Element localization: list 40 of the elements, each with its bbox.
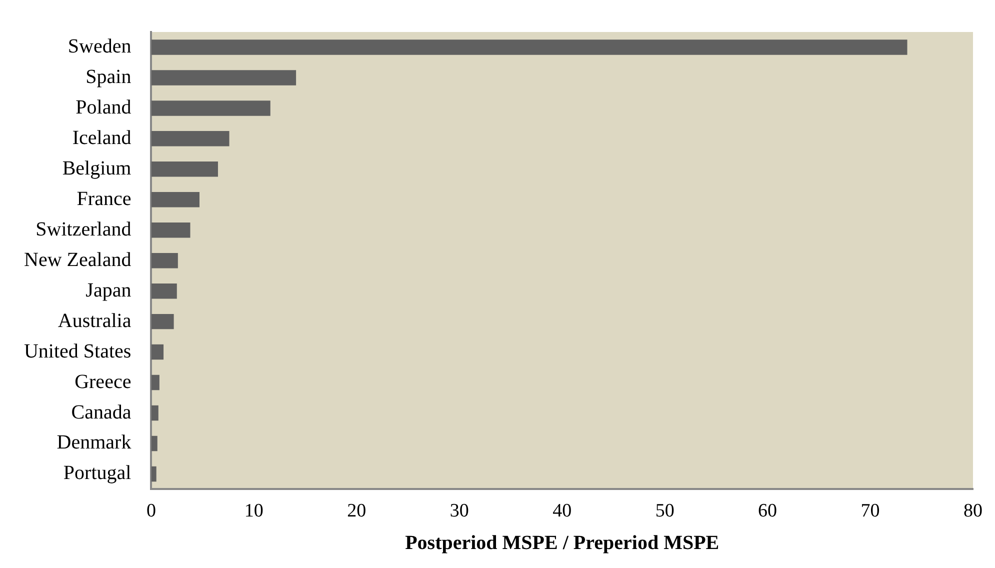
y-tick-label: Spain <box>86 66 132 88</box>
x-tick-label: 80 <box>964 500 982 522</box>
y-tick-label: Portugal <box>63 462 132 484</box>
x-tick-label: 30 <box>450 500 469 522</box>
bar <box>151 436 158 452</box>
bar <box>151 100 270 116</box>
x-tick-label: 0 <box>146 500 156 522</box>
y-tick-label: Belgium <box>62 157 132 180</box>
x-tick-label: 50 <box>655 500 674 522</box>
bar <box>151 40 908 55</box>
x-tick-label: 70 <box>860 500 880 522</box>
y-tick-label: Denmark <box>56 432 132 454</box>
bar <box>151 344 164 360</box>
y-tick-label: Japan <box>86 279 132 302</box>
bar <box>151 192 200 208</box>
x-tick-label: 10 <box>244 500 264 522</box>
y-tick-label: Poland <box>76 96 132 118</box>
y-tick-label: Sweden <box>68 35 132 58</box>
x-tick-label: 20 <box>347 500 366 522</box>
bar <box>151 131 230 146</box>
y-tick-label: New Zealand <box>24 248 132 271</box>
x-axis-title: Postperiod MSPE / Preperiod MSPE <box>405 532 720 554</box>
x-tick-label: 60 <box>758 500 778 522</box>
x-tick-label: 40 <box>552 500 572 522</box>
y-tick-label: France <box>76 188 132 210</box>
bar <box>151 222 190 238</box>
bar <box>151 466 156 482</box>
bar <box>151 374 160 390</box>
y-tick-label: Australia <box>58 310 132 332</box>
bar <box>151 252 178 268</box>
bar <box>151 314 174 330</box>
y-tick-label: Iceland <box>72 126 132 149</box>
bar <box>151 283 177 299</box>
bar <box>151 405 158 421</box>
y-tick-label: Switzerland <box>36 218 132 240</box>
y-tick-label: United States <box>24 340 132 362</box>
y-tick-label: Canada <box>71 401 132 424</box>
y-tick-label: Greece <box>74 370 132 393</box>
bar <box>151 70 296 86</box>
bar <box>151 162 218 177</box>
